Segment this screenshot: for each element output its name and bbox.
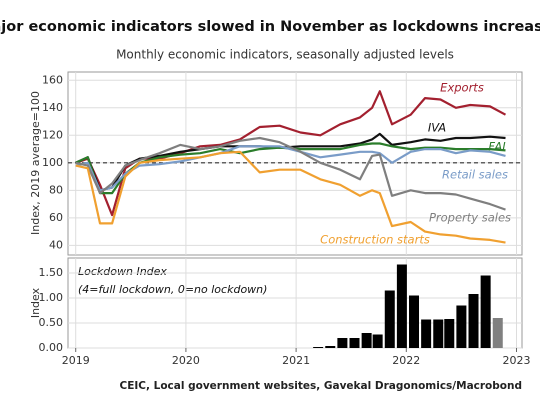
bar bbox=[480, 275, 491, 348]
bar bbox=[433, 319, 444, 348]
bar bbox=[372, 334, 383, 348]
x-tick-label: 2020 bbox=[172, 354, 200, 367]
y-tick-label: 1.50 bbox=[39, 266, 64, 279]
bar bbox=[492, 318, 503, 348]
y-axis-label: Index, 2019 average=100 bbox=[29, 91, 42, 235]
y-tick-label: 80 bbox=[49, 183, 63, 196]
bar bbox=[349, 338, 360, 348]
series-label: Retail sales bbox=[442, 168, 508, 182]
y-tick-label: 100 bbox=[42, 156, 63, 169]
y-tick-label: 140 bbox=[42, 101, 63, 114]
y-axis-label: Index bbox=[29, 287, 42, 318]
bar bbox=[337, 338, 348, 348]
series-label: Property sales bbox=[429, 211, 511, 225]
source: CEIC, Local government websites, Gavekal… bbox=[120, 380, 523, 392]
series-label: FAI bbox=[488, 140, 506, 154]
panel-title: Lockdown Index bbox=[78, 265, 167, 278]
line bbox=[75, 90, 507, 217]
y-tick-label: 160 bbox=[42, 73, 63, 86]
bar bbox=[325, 346, 336, 348]
x-tick-label: 2021 bbox=[282, 354, 310, 367]
bar bbox=[384, 290, 395, 348]
x-tick-label: 2023 bbox=[502, 354, 530, 367]
line bbox=[75, 136, 506, 211]
series-label: Construction starts bbox=[320, 233, 430, 247]
plot-frame bbox=[67, 71, 523, 256]
bar bbox=[456, 305, 467, 348]
x-tick-label: 2019 bbox=[62, 354, 90, 367]
y-tick-label: 1.00 bbox=[39, 291, 64, 304]
bar bbox=[361, 333, 372, 348]
y-tick-label: 120 bbox=[42, 128, 63, 141]
bar bbox=[409, 295, 420, 348]
chart-title: Major economic indicators slowed in Nove… bbox=[0, 19, 540, 35]
y-tick-label: 0.00 bbox=[39, 341, 64, 354]
bar bbox=[421, 319, 432, 348]
series-label: IVA bbox=[428, 121, 446, 135]
bar bbox=[468, 294, 479, 348]
series-label: Exports bbox=[440, 81, 484, 95]
line bbox=[75, 145, 506, 192]
line bbox=[75, 142, 506, 195]
panel-subtitle: (4=full lockdown, 0=no lockdown) bbox=[78, 283, 267, 296]
bar bbox=[444, 319, 455, 348]
bar bbox=[396, 264, 407, 348]
y-tick-label: 60 bbox=[49, 211, 63, 224]
x-tick-label: 2022 bbox=[392, 354, 420, 367]
y-tick-label: 0.50 bbox=[39, 316, 64, 329]
chart-subtitle: Monthly economic indicators, seasonally … bbox=[116, 48, 454, 62]
y-tick-label: 40 bbox=[49, 238, 63, 251]
bar bbox=[313, 347, 324, 348]
line bbox=[75, 150, 506, 244]
